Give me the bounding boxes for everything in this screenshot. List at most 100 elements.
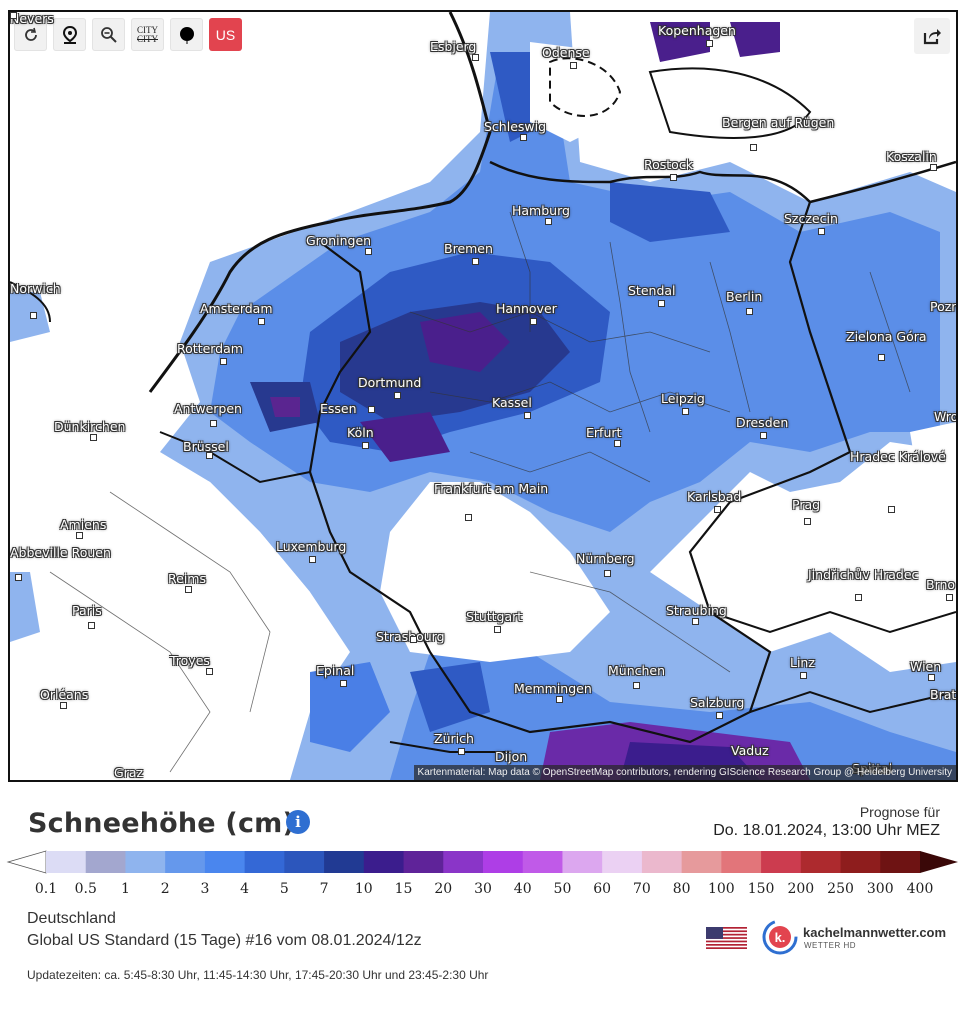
city-label: Karlsbad	[687, 489, 742, 504]
city-label: Jindřichův Hradec	[808, 567, 919, 582]
city-label: Erfurt	[586, 425, 622, 440]
city-marker	[368, 406, 375, 413]
share-button[interactable]	[914, 18, 950, 54]
legend-tick-label: 40	[513, 881, 532, 897]
city-marker	[930, 164, 937, 171]
city-label: Bergen auf Rügen	[722, 115, 835, 130]
city-label: Essen	[320, 401, 357, 416]
legend-tick-label: 4	[240, 881, 250, 897]
city-label: Prag	[792, 497, 821, 512]
city-marker	[458, 748, 465, 755]
weather-map[interactable]: CITY CITY US Kopenhagen Esbjerg Odense Schl…	[8, 10, 958, 782]
legend-swatch	[840, 851, 881, 873]
city-marker	[206, 668, 213, 675]
city-marker	[309, 556, 316, 563]
legend-swatch	[403, 851, 444, 873]
city-label: Leipzig	[661, 391, 705, 406]
legend-swatch	[483, 851, 524, 873]
city-label: Amsterdam	[200, 301, 273, 316]
city-marker	[716, 712, 723, 719]
city-marker	[494, 626, 501, 633]
legend-swatch	[165, 851, 206, 873]
reload-button[interactable]	[14, 18, 47, 51]
city-marker	[545, 218, 552, 225]
city-label: Nevers	[10, 11, 54, 26]
legend-tick-label: 50	[553, 881, 572, 897]
legend-low-arrow	[6, 850, 47, 874]
city-marker	[956, 316, 958, 323]
city-label: Rotterdam	[177, 341, 243, 356]
city-marker	[760, 432, 767, 439]
city-label: Linz	[790, 655, 815, 670]
city-label: Graz	[114, 765, 144, 780]
legend-tick-label: 60	[593, 881, 612, 897]
city-marker	[530, 318, 537, 325]
city-label: Köln	[347, 425, 374, 440]
city-label: Dortmund	[358, 375, 422, 390]
city-label: Norwich	[10, 281, 61, 296]
update-times: Updatezeiten: ca. 5:45-8:30 Uhr, 11:45-1…	[27, 968, 489, 982]
units-us-button[interactable]: US	[209, 18, 242, 51]
city-marker	[15, 574, 22, 581]
legend-swatch	[284, 851, 325, 873]
legend-swatch	[204, 851, 246, 873]
city-marker	[706, 40, 713, 47]
city-label: Esbjerg	[430, 39, 477, 54]
brand-name: kachelmannwetter.com	[803, 925, 947, 940]
legend-tick-label: 0.1	[34, 881, 58, 897]
city-marker	[614, 440, 621, 447]
city-marker	[928, 674, 935, 681]
city-marker	[670, 174, 677, 181]
city-marker	[804, 518, 811, 525]
city-label: Luxemburg	[276, 539, 347, 554]
svg-text:k.: k.	[775, 930, 786, 945]
city-marker	[956, 704, 958, 711]
city-label: Bratislava	[930, 687, 958, 702]
legend-tick-label: 300	[866, 881, 894, 897]
city-label: Groningen	[306, 233, 372, 248]
legend-swatch	[800, 851, 842, 873]
city-marker	[365, 248, 372, 255]
kachelmann-logo[interactable]: k.	[760, 917, 800, 957]
city-label: Schleswig	[484, 119, 547, 134]
forecast-label: Prognose für	[859, 804, 940, 820]
dot-marker-icon	[179, 26, 194, 44]
map-attribution: Kartenmaterial: Map data © OpenStreetMap…	[413, 765, 956, 780]
map-toolbar: CITY CITY US	[14, 18, 242, 51]
legend-swatch	[681, 851, 722, 873]
legend-swatch	[721, 851, 762, 873]
legend-swatch	[641, 851, 683, 873]
location-button[interactable]	[53, 18, 86, 51]
city-label: Berlin	[726, 289, 763, 304]
zoom-out-button[interactable]	[92, 18, 125, 51]
city-marker	[754, 780, 761, 782]
city-label: Bremen	[444, 241, 493, 256]
city-marker	[30, 312, 37, 319]
city-label: Hradec Králové	[850, 449, 946, 464]
legend-tick-label: 30	[474, 881, 492, 897]
legend-tick-label: 150	[747, 881, 775, 897]
legend-colorbar	[6, 850, 958, 874]
city-marker	[465, 514, 472, 521]
city-marker	[946, 594, 953, 601]
city-label: Stendal	[628, 283, 676, 298]
city-marker	[362, 442, 369, 449]
city-marker	[878, 354, 885, 361]
share-icon	[923, 29, 941, 45]
city-labels-toggle[interactable]: CITY CITY	[131, 18, 164, 51]
legend-tick-label: 3	[200, 881, 210, 897]
dot-marker-toggle[interactable]	[170, 18, 203, 51]
city-label: Reims	[168, 571, 206, 586]
city-marker	[746, 308, 753, 315]
legend-tick-label: 80	[672, 881, 691, 897]
legend-tick-label: 250	[827, 881, 854, 897]
map-canvas[interactable]	[10, 12, 956, 780]
city-marker	[185, 586, 192, 593]
us-flag-icon[interactable]	[706, 927, 747, 949]
city-marker	[855, 594, 862, 601]
info-icon[interactable]: i	[286, 810, 310, 834]
city-label: Frankfurt am Main	[434, 481, 549, 496]
model-label: Global US Standard (15 Tage) #16 vom 08.…	[27, 932, 422, 949]
city-marker	[472, 258, 479, 265]
city-marker	[220, 358, 227, 365]
